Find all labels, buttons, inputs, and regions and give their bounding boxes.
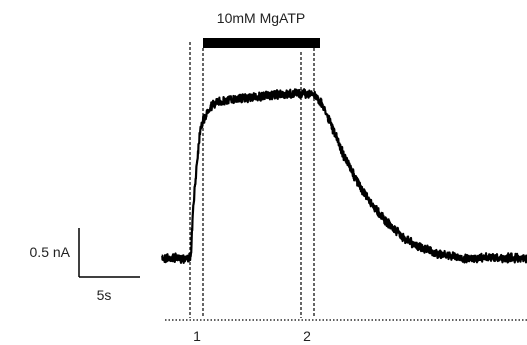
time-marker-2: 2 — [303, 328, 311, 344]
drug-application-bar — [203, 38, 320, 48]
time-marker-1: 1 — [193, 328, 201, 344]
current-trace — [161, 88, 527, 264]
scale-bar-horizontal-label: 5s — [97, 287, 112, 303]
drug-application-label: 10mM MgATP — [217, 10, 305, 26]
scale-bar-vertical-label: 0.5 nA — [30, 244, 71, 260]
